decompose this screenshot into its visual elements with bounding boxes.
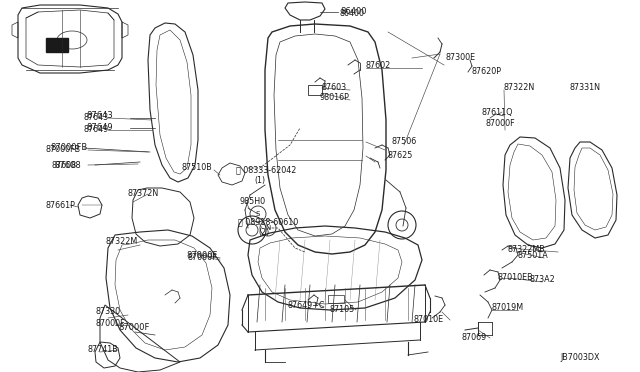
Text: (2): (2) [258, 228, 269, 237]
Text: 87000F: 87000F [188, 253, 218, 263]
Text: 87625: 87625 [388, 151, 413, 160]
Text: JB7003DX: JB7003DX [560, 353, 600, 362]
Text: 87620P: 87620P [472, 67, 502, 77]
Text: 86400: 86400 [340, 7, 367, 16]
Text: 87661P: 87661P [46, 201, 76, 209]
Text: 87608: 87608 [52, 160, 77, 170]
Text: 87506: 87506 [392, 138, 417, 147]
Text: N: N [266, 225, 271, 231]
Text: 87000FB: 87000FB [50, 144, 87, 153]
Text: 87019M: 87019M [492, 304, 524, 312]
Text: 87510B: 87510B [182, 164, 212, 173]
Text: 87000FB: 87000FB [46, 145, 81, 154]
Text: 985H0: 985H0 [240, 198, 266, 206]
Bar [46, 38, 68, 52]
Text: 87372N: 87372N [128, 189, 159, 199]
Text: 87322M: 87322M [106, 237, 138, 247]
Text: 87330: 87330 [96, 308, 121, 317]
Text: 87322N: 87322N [504, 83, 535, 93]
Text: 87611Q: 87611Q [482, 108, 513, 116]
Text: 87602: 87602 [365, 61, 390, 70]
Text: 87105: 87105 [330, 305, 355, 314]
Text: 87649: 87649 [86, 124, 113, 132]
Text: (1): (1) [254, 176, 265, 185]
Text: 87300E: 87300E [446, 54, 476, 62]
Text: 87649+C: 87649+C [288, 301, 326, 311]
Text: 87000F: 87000F [118, 324, 149, 333]
Text: 87603: 87603 [322, 83, 347, 93]
Text: 873A2: 873A2 [530, 276, 556, 285]
Text: 87608: 87608 [54, 160, 81, 170]
Text: 87643: 87643 [84, 113, 109, 122]
Text: 87000F: 87000F [186, 250, 218, 260]
Text: 87000F: 87000F [485, 119, 515, 128]
Text: Ⓝ 08918-60610: Ⓝ 08918-60610 [238, 218, 298, 227]
Text: 87643: 87643 [86, 110, 113, 119]
Text: 86400: 86400 [340, 9, 365, 17]
Bar [328, 295, 344, 303]
Text: S: S [256, 211, 260, 217]
Text: 87322MB: 87322MB [508, 246, 546, 254]
Text: 87649: 87649 [84, 125, 109, 135]
Text: 87741B: 87741B [88, 346, 119, 355]
Text: Ⓢ 08333-62042: Ⓢ 08333-62042 [236, 166, 296, 174]
Text: 87010E: 87010E [414, 315, 444, 324]
Text: 87000F: 87000F [96, 320, 125, 328]
Text: 87331N: 87331N [570, 83, 601, 93]
Text: 87010EB: 87010EB [498, 273, 534, 282]
Text: 87069: 87069 [462, 334, 487, 343]
Bar [308, 85, 322, 95]
Text: 87501A: 87501A [518, 250, 548, 260]
Text: 98016P: 98016P [320, 93, 350, 103]
